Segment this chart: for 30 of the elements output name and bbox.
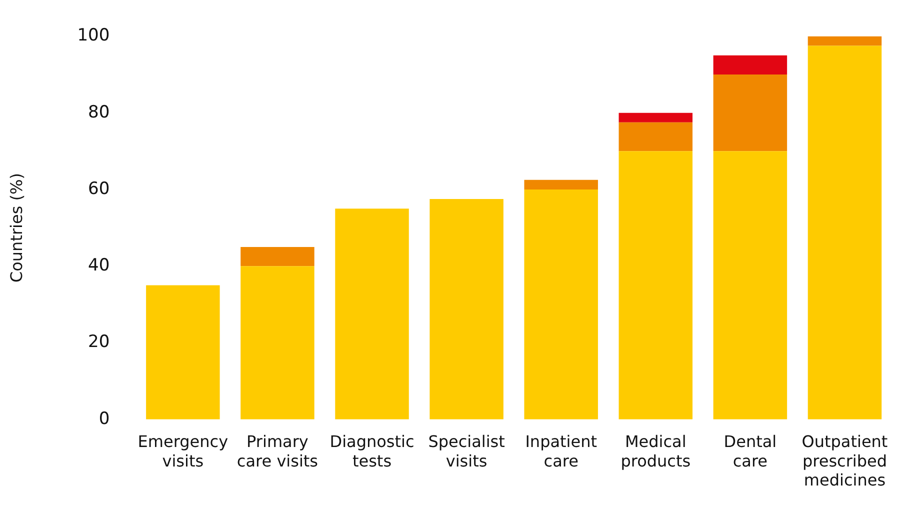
bar (808, 46, 882, 420)
bar (618, 112, 693, 122)
y-tick-label: 0 (98, 408, 110, 429)
bar (713, 151, 788, 420)
bar (240, 266, 314, 420)
x-tick-label: Outpatient prescribed medicines (802, 432, 888, 490)
y-tick-label: 60 (88, 178, 110, 199)
bar (335, 208, 409, 420)
y-axis-title: Countries (%) (6, 173, 26, 283)
x-tick-label: Dental care (724, 432, 777, 470)
bar (524, 189, 598, 420)
y-tick-label: 80 (88, 102, 110, 122)
y-tick-label: 20 (88, 332, 110, 352)
bar (524, 180, 598, 190)
bar (240, 246, 314, 266)
x-tick-label: Emergency visits (138, 432, 228, 470)
y-tick-label: 40 (88, 256, 110, 276)
bar (618, 122, 693, 152)
bar (713, 55, 788, 75)
x-tick-label: Specialist visits (428, 432, 505, 470)
x-tick-label: Primary care visits (236, 432, 318, 470)
x-tick-label: Diagnostic tests (330, 432, 414, 470)
bar (618, 151, 693, 420)
x-tick-label: Inpatient care (525, 432, 597, 470)
bar (146, 285, 220, 420)
bar (713, 74, 788, 152)
x-tick-label: Medical products (620, 432, 691, 470)
y-tick-label: 100 (77, 26, 110, 46)
bar (430, 199, 504, 420)
bar (808, 36, 882, 46)
